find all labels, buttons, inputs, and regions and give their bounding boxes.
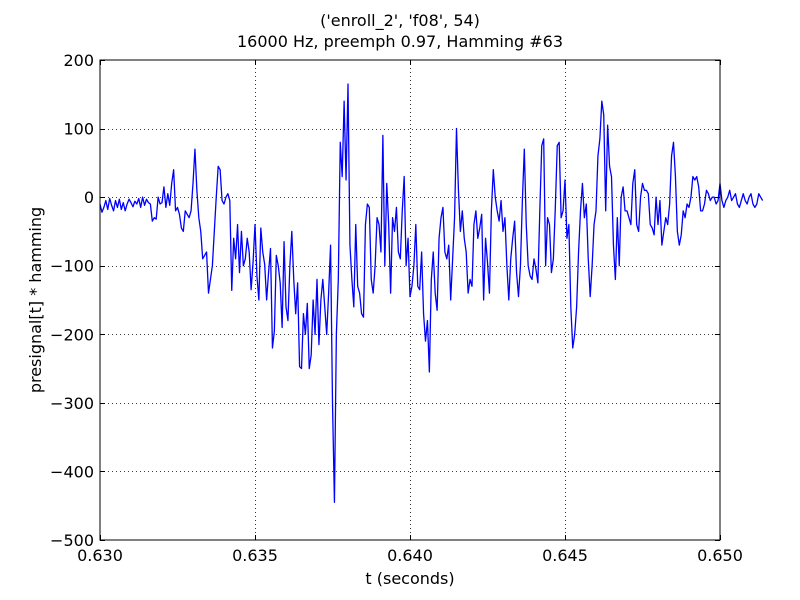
- plot-area-frame: [99, 59, 721, 541]
- x-tick-label: 0.630: [77, 546, 123, 565]
- x-tick-label: 0.645: [542, 546, 588, 565]
- y-tick-label: 100: [63, 120, 94, 139]
- series-line: [99, 83, 764, 503]
- y-tick-label: 200: [63, 51, 94, 70]
- y-tick-labels: −500 −400 −300 −200 −100 0 100 200: [50, 51, 94, 550]
- series-layer: [99, 83, 764, 503]
- y-tick-label: −300: [50, 394, 94, 413]
- x-tick-label: 0.635: [232, 546, 278, 565]
- y-tick-label: −200: [50, 325, 94, 344]
- x-tick-label: 0.640: [387, 546, 433, 565]
- x-tick-label: 0.650: [697, 546, 743, 565]
- chart-title: ('enroll_2', 'f08', 54): [320, 11, 480, 31]
- y-axis-label: presignal[t] * hamming: [26, 207, 45, 393]
- x-axis-label: t (seconds): [365, 569, 454, 588]
- y-tick-label: −100: [50, 257, 94, 276]
- y-tick-label: 0: [84, 188, 94, 207]
- axis-ticks: [100, 60, 721, 541]
- y-tick-label: −500: [50, 531, 94, 550]
- chart-subtitle: 16000 Hz, preemph 0.97, Hamming #63: [237, 32, 563, 51]
- grid: [100, 60, 720, 540]
- y-tick-label: −400: [50, 462, 94, 481]
- x-tick-labels: 0.630 0.635 0.640 0.645 0.650: [77, 546, 743, 565]
